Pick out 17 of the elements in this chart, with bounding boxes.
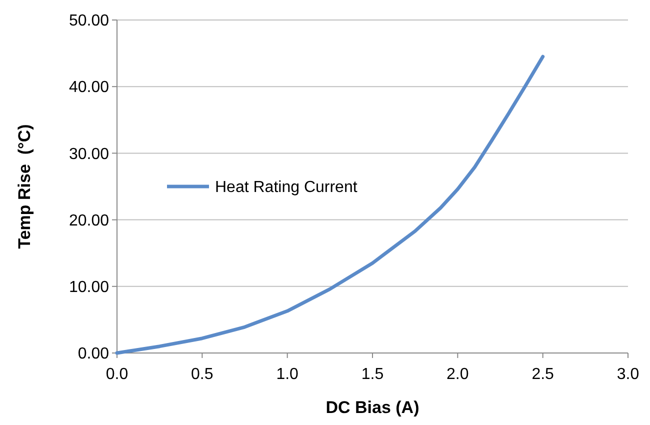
y-axis-title: Temp Rise (°C) (15, 124, 34, 249)
x-tick-label: 3.0 (616, 366, 640, 383)
x-tick-label: 2.5 (532, 366, 554, 383)
x-tick-label: 1.5 (361, 366, 384, 383)
y-tick-label: 20.00 (68, 212, 110, 230)
y-tick-label: 50.00 (68, 12, 110, 30)
x-axis-title: DC Bias (A) (326, 398, 420, 417)
y-tick-label: 0.00 (78, 346, 110, 363)
y-tick-label: 10.00 (68, 279, 110, 296)
legend-label: Heat Rating Current (215, 179, 358, 196)
x-tick-label: 1.0 (276, 366, 299, 383)
y-tick-label: 40.00 (68, 79, 110, 96)
line-series (115, 54, 545, 355)
x-tick-label: 0.0 (106, 366, 128, 383)
x-tick-label: 0.5 (191, 366, 214, 383)
x-tick-label: 2.0 (446, 366, 469, 383)
y-tick-label: 30.00 (68, 146, 110, 163)
